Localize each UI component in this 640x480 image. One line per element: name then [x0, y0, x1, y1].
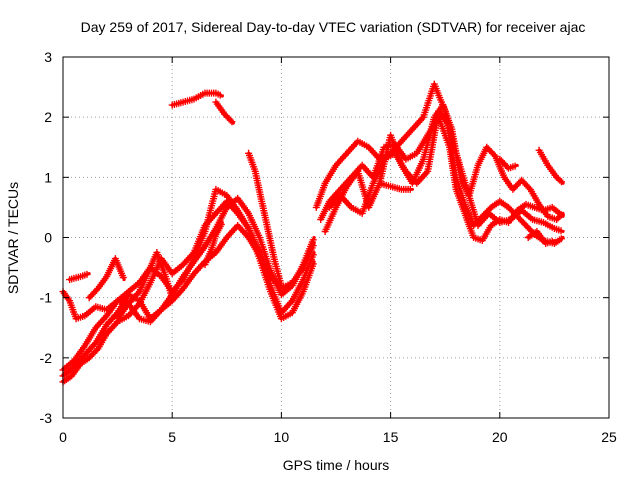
series-arc-j — [212, 98, 236, 126]
data-point-marker — [558, 178, 565, 186]
data-point-marker — [93, 346, 100, 354]
data-point-marker — [217, 221, 225, 228]
data-point-marker — [557, 227, 565, 235]
data-point-marker — [309, 260, 317, 268]
series-arc-n — [321, 101, 565, 235]
series-arc-q — [496, 155, 519, 172]
tick-labels: 0 5 10 15 20 25 -3 -2 -1 0 1 2 3 — [40, 49, 617, 445]
ticks — [62, 56, 610, 419]
x-tick-label: 25 — [601, 429, 617, 445]
y-tick-label: 1 — [44, 169, 52, 185]
x-tick-label: 0 — [59, 429, 67, 445]
data-point-marker — [226, 116, 234, 124]
data-point-marker — [228, 118, 236, 126]
data-point-marker — [168, 291, 175, 299]
x-tick-label: 5 — [168, 429, 176, 445]
data-point-marker — [277, 279, 285, 287]
series-arc-g — [114, 249, 175, 323]
data-point-marker — [553, 216, 561, 223]
y-tick-label: 3 — [44, 49, 52, 65]
series-arc-d — [59, 185, 317, 374]
data-point-marker — [309, 251, 317, 259]
data-point-marker — [558, 211, 565, 219]
data-point-marker — [548, 237, 556, 245]
series-arc-r — [524, 228, 556, 247]
x-axis-label: GPS time / hours — [283, 457, 390, 473]
x-tick-label: 15 — [383, 429, 399, 445]
y-tick-label: 0 — [44, 230, 52, 246]
y-tick-label: -2 — [40, 350, 53, 366]
chart-title: Day 259 of 2017, Sidereal Day-to-day VTE… — [81, 19, 586, 35]
grid — [63, 57, 609, 418]
data-point-marker — [511, 162, 519, 170]
data-point-marker — [119, 274, 127, 281]
y-tick-label: -3 — [40, 410, 53, 426]
data-point-marker — [83, 270, 91, 278]
data-point-marker — [556, 176, 564, 184]
data-series — [59, 80, 565, 386]
y-tick-label: 2 — [44, 109, 52, 125]
data-point-marker — [490, 151, 498, 159]
data-point-marker — [525, 184, 533, 192]
x-tick-label: 10 — [274, 429, 290, 445]
series-arc-h — [201, 221, 225, 269]
y-tick-label: -1 — [40, 290, 53, 306]
data-point-marker — [556, 212, 564, 220]
series-arc-p — [376, 179, 414, 193]
data-point-marker — [406, 185, 414, 193]
series-arc-k — [245, 149, 285, 288]
x-tick-label: 20 — [492, 429, 508, 445]
series-arc-e — [66, 270, 91, 284]
data-point-marker — [557, 235, 565, 243]
series-arc-i — [168, 89, 224, 109]
series-arc-s — [535, 146, 565, 186]
y-axis-label: SDTVAR / TECUs — [5, 182, 21, 294]
data-point-marker — [216, 91, 224, 99]
series-arc-f — [85, 255, 127, 302]
data-point-marker — [309, 236, 317, 244]
series-arc-b — [59, 194, 317, 380]
